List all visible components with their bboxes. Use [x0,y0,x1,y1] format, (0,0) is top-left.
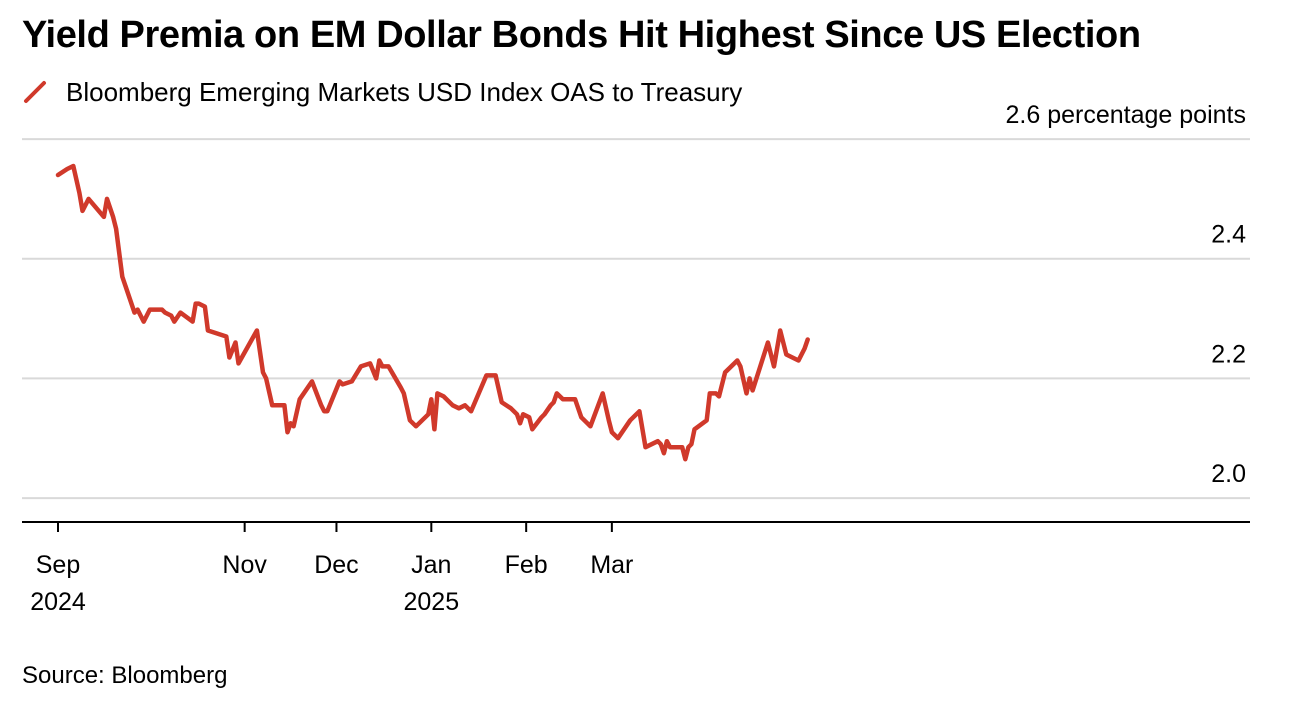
series-line-0 [55,163,810,462]
y-tick-label: 2.2 [1211,340,1246,368]
legend: Bloomberg Emerging Markets USD Index OAS… [22,74,742,110]
source-note: Source: Bloomberg [22,662,228,689]
x-tick-label: Mar [590,551,633,579]
y-tick-label: 2.6 percentage points [1006,101,1246,129]
y-tick-label: 2.0 [1211,460,1246,488]
x-tick-label: Jan [411,551,451,579]
chart-title: Yield Premia on EM Dollar Bonds Hit High… [22,14,1141,56]
x-tick-label: Dec [314,551,358,579]
y-tick-label: 2.4 [1211,221,1246,249]
x-axis: Sep 2024 Nov Dec Jan 2025 Feb Mar [22,521,1250,616]
series-layer [55,163,810,462]
x-tick-label: Feb [505,551,548,579]
legend-line-icon [24,81,46,103]
y-axis-labels: 2.6 percentage points 2.4 2.2 2.0 [1006,101,1247,488]
gridlines [22,138,1250,500]
x-tick-label: Nov [222,551,267,579]
x-tick-sublabel: 2024 [30,588,86,616]
legend-label: Bloomberg Emerging Markets USD Index OAS… [66,76,743,107]
x-tick-label: Sep [36,551,80,579]
x-tick-sublabel: 2025 [404,588,460,616]
